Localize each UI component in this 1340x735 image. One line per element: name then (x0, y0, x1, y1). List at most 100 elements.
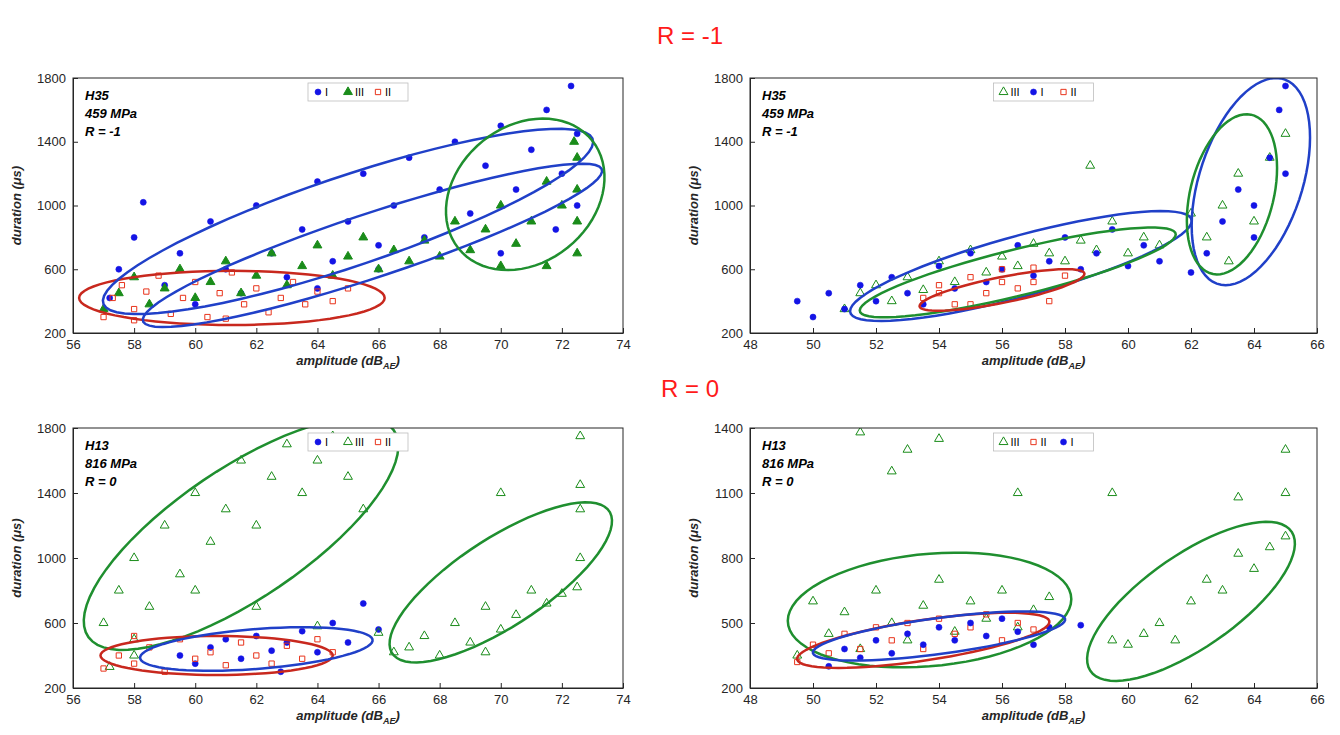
tick-mark (73, 623, 78, 624)
legend-marker (315, 89, 321, 95)
point (360, 171, 366, 177)
point (873, 298, 879, 304)
point (1013, 488, 1022, 496)
point (1139, 629, 1148, 637)
tick-mark (813, 683, 814, 688)
legend: IIIIII (308, 433, 408, 451)
tick-mark (73, 78, 78, 79)
point (420, 631, 429, 639)
x-axis-title-part: amplitude (dB (982, 353, 1069, 368)
tick: 1800 (37, 421, 78, 436)
point (936, 263, 942, 269)
tick-label: 58 (1058, 337, 1072, 352)
point (1062, 273, 1067, 278)
point (1031, 279, 1036, 284)
tick-mark (134, 328, 135, 333)
point (574, 203, 580, 209)
point (1265, 153, 1274, 161)
point (1157, 258, 1163, 264)
tick-mark (750, 558, 755, 559)
point (1220, 218, 1226, 224)
point (481, 647, 490, 655)
point (1267, 155, 1273, 161)
cluster-ellipse (850, 211, 1192, 321)
point (254, 653, 259, 658)
series-i (794, 83, 1288, 320)
plot-area (73, 78, 623, 333)
tick-label: 52 (869, 337, 883, 352)
tick-mark (1065, 328, 1066, 333)
plot-content (788, 428, 1295, 681)
point (498, 250, 504, 256)
tick-label: 54 (932, 337, 946, 352)
tick-label: 1800 (714, 71, 743, 86)
point (269, 648, 275, 654)
tick-label: 62 (250, 692, 264, 707)
legend-marker (999, 87, 1008, 95)
point (130, 553, 139, 561)
point (570, 137, 579, 145)
tick-label: 52 (869, 692, 883, 707)
point (282, 439, 291, 447)
point (1045, 248, 1054, 256)
tick-label: 62 (1184, 337, 1198, 352)
point (314, 649, 320, 655)
point (344, 251, 353, 259)
tick-mark (501, 328, 502, 333)
panel: 56586062646668707274200600100014001800am… (9, 417, 631, 726)
point (1283, 83, 1289, 89)
tick-label: 66 (372, 337, 386, 352)
tick-mark (876, 683, 877, 688)
tick: 60 (1121, 683, 1135, 707)
point (1251, 203, 1257, 209)
x-axis-title-part: amplitude (dB (296, 708, 383, 723)
point (116, 266, 122, 272)
tick-label: 66 (1310, 337, 1324, 352)
tick-mark (501, 683, 502, 688)
tick-label: 600 (44, 616, 66, 631)
tick: 200 (44, 681, 78, 696)
point (1031, 627, 1036, 632)
point (1171, 635, 1180, 643)
point (191, 293, 200, 301)
x-axis-title-sub: AE (382, 716, 396, 726)
point (359, 232, 368, 240)
point (237, 288, 246, 296)
tick-label: 68 (433, 692, 447, 707)
point (1276, 107, 1282, 113)
cluster-ellipse (143, 164, 602, 327)
point (496, 261, 505, 269)
tick-label: 58 (127, 692, 141, 707)
point (496, 488, 505, 496)
tick-label: 60 (1121, 337, 1135, 352)
panel: 56586062646668707274200600100014001800am… (9, 71, 631, 371)
row-title: R = -1 (657, 22, 723, 49)
tick-label: 74 (616, 692, 630, 707)
tick: 62 (250, 683, 264, 707)
point (889, 638, 894, 643)
y-axis-title: duration (μs) (9, 518, 24, 597)
x-axis: 48505254565860626466 (743, 683, 1324, 707)
point (1124, 640, 1133, 648)
tick-label: 800 (721, 551, 743, 566)
tick-mark (73, 269, 78, 270)
tick: 1000 (714, 198, 755, 213)
tick-mark (1254, 328, 1255, 333)
point (269, 661, 274, 666)
point (999, 616, 1005, 622)
tick-label: 200 (721, 681, 743, 696)
point (160, 283, 169, 291)
point (110, 295, 115, 300)
panel: 48505254565860626466200600100014001800am… (686, 71, 1325, 371)
point (130, 650, 139, 658)
tick: 200 (721, 681, 755, 696)
point (330, 620, 336, 626)
point (208, 218, 214, 224)
point (889, 650, 895, 656)
plot-frame (73, 428, 623, 688)
point (99, 618, 108, 626)
point (887, 296, 896, 304)
tick-label: 64 (1247, 692, 1261, 707)
point (208, 650, 213, 655)
tick: 58 (127, 683, 141, 707)
